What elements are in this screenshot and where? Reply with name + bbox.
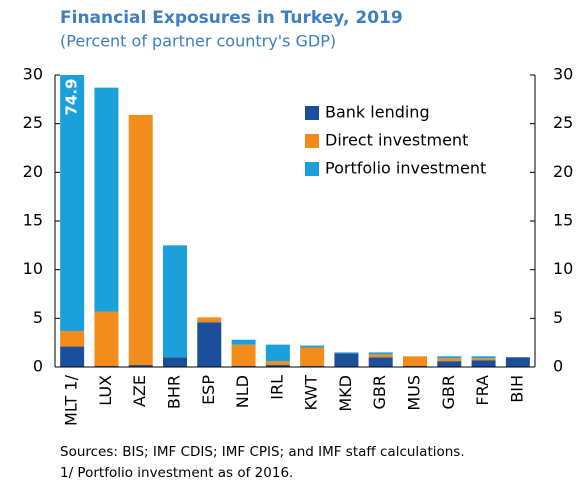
bar-segment: [403, 356, 427, 367]
y2-tick-label: 20: [553, 162, 573, 181]
x-tick-label: BHR: [165, 375, 184, 409]
y2-tick-label: 15: [553, 211, 573, 230]
x-tick-label: FRA: [473, 375, 492, 406]
chart-title: Financial Exposures in Turkey, 2019: [60, 8, 403, 28]
bar-segment: [300, 345, 325, 348]
chart-subtitle: (Percent of partner country's GDP): [60, 32, 336, 51]
bar-segment: [505, 357, 530, 367]
bar-segment: [334, 352, 359, 354]
y2-tick-label: 0: [553, 357, 563, 376]
bar-segment: [368, 352, 393, 355]
x-tick-label: GBR: [370, 375, 389, 410]
bar-segment: [265, 365, 290, 367]
y2-tick-label: 25: [553, 113, 573, 132]
bar-segment: [60, 346, 85, 367]
x-tick-label: MKD: [336, 375, 355, 412]
bar-segment: [163, 357, 187, 367]
bar-segment: [197, 317, 222, 323]
y2-tick-label: 5: [553, 308, 563, 327]
footnote: 1/ Portfolio investment as of 2016.: [60, 465, 293, 481]
y2-tick-label: 10: [553, 259, 573, 278]
x-tick-label: BIH: [507, 375, 526, 403]
bar-segment: [60, 75, 85, 331]
x-tick-label: ESP: [199, 375, 218, 405]
legend-label: Bank lending: [325, 103, 430, 122]
bar-segment: [368, 354, 393, 358]
value-label: 74.9: [63, 78, 81, 115]
x-tick-label: GBR: [439, 375, 458, 410]
x-tick-label: LUX: [96, 375, 115, 406]
y2-tick-label: 30: [553, 65, 573, 84]
bar-segment: [128, 114, 153, 366]
bar-segment: [60, 330, 85, 347]
y-tick-label: 30: [23, 65, 43, 84]
bar-segment: [265, 344, 290, 362]
x-tick-label: MUS: [405, 375, 424, 411]
legend-swatch: [305, 106, 319, 120]
bar-segment: [334, 353, 359, 367]
x-tick-label: IRL: [267, 375, 286, 400]
bar-segment: [471, 356, 496, 359]
bar-segment: [231, 344, 256, 367]
bar-segment: [128, 365, 153, 367]
y-tick-label: 0: [33, 357, 43, 376]
bars: [60, 75, 530, 367]
y-tick-label: 15: [23, 211, 43, 230]
x-tick-label: KWT: [302, 375, 321, 411]
y-tick-label: 5: [33, 308, 43, 327]
x-tick-label: AZE: [130, 375, 149, 407]
bar-segment: [437, 358, 462, 362]
x-tick-label: MLT 1/: [62, 374, 81, 426]
bar-segment: [231, 339, 256, 345]
bar-segment: [437, 361, 462, 367]
x-tick-label: NLD: [233, 375, 252, 408]
legend-label: Direct investment: [325, 131, 468, 150]
y-tick-label: 20: [23, 162, 43, 181]
bar-segment: [197, 322, 222, 367]
bar-segment: [300, 347, 325, 367]
legend-swatch: [305, 134, 319, 148]
y-tick-label: 10: [23, 259, 43, 278]
bar-segment: [163, 245, 187, 358]
bar-segment: [94, 87, 119, 312]
legend-swatch: [305, 162, 319, 176]
bar-segment: [265, 361, 290, 366]
bar-segment: [471, 360, 496, 367]
y-tick-label: 25: [23, 113, 43, 132]
source-note: Sources: BIS; IMF CDIS; IMF CPIS; and IM…: [60, 444, 465, 460]
bar-segment: [471, 358, 496, 361]
bar-segment: [437, 356, 462, 359]
bar-segment: [368, 357, 393, 367]
legend-label: Portfolio investment: [325, 159, 486, 178]
bar-segment: [94, 311, 119, 367]
